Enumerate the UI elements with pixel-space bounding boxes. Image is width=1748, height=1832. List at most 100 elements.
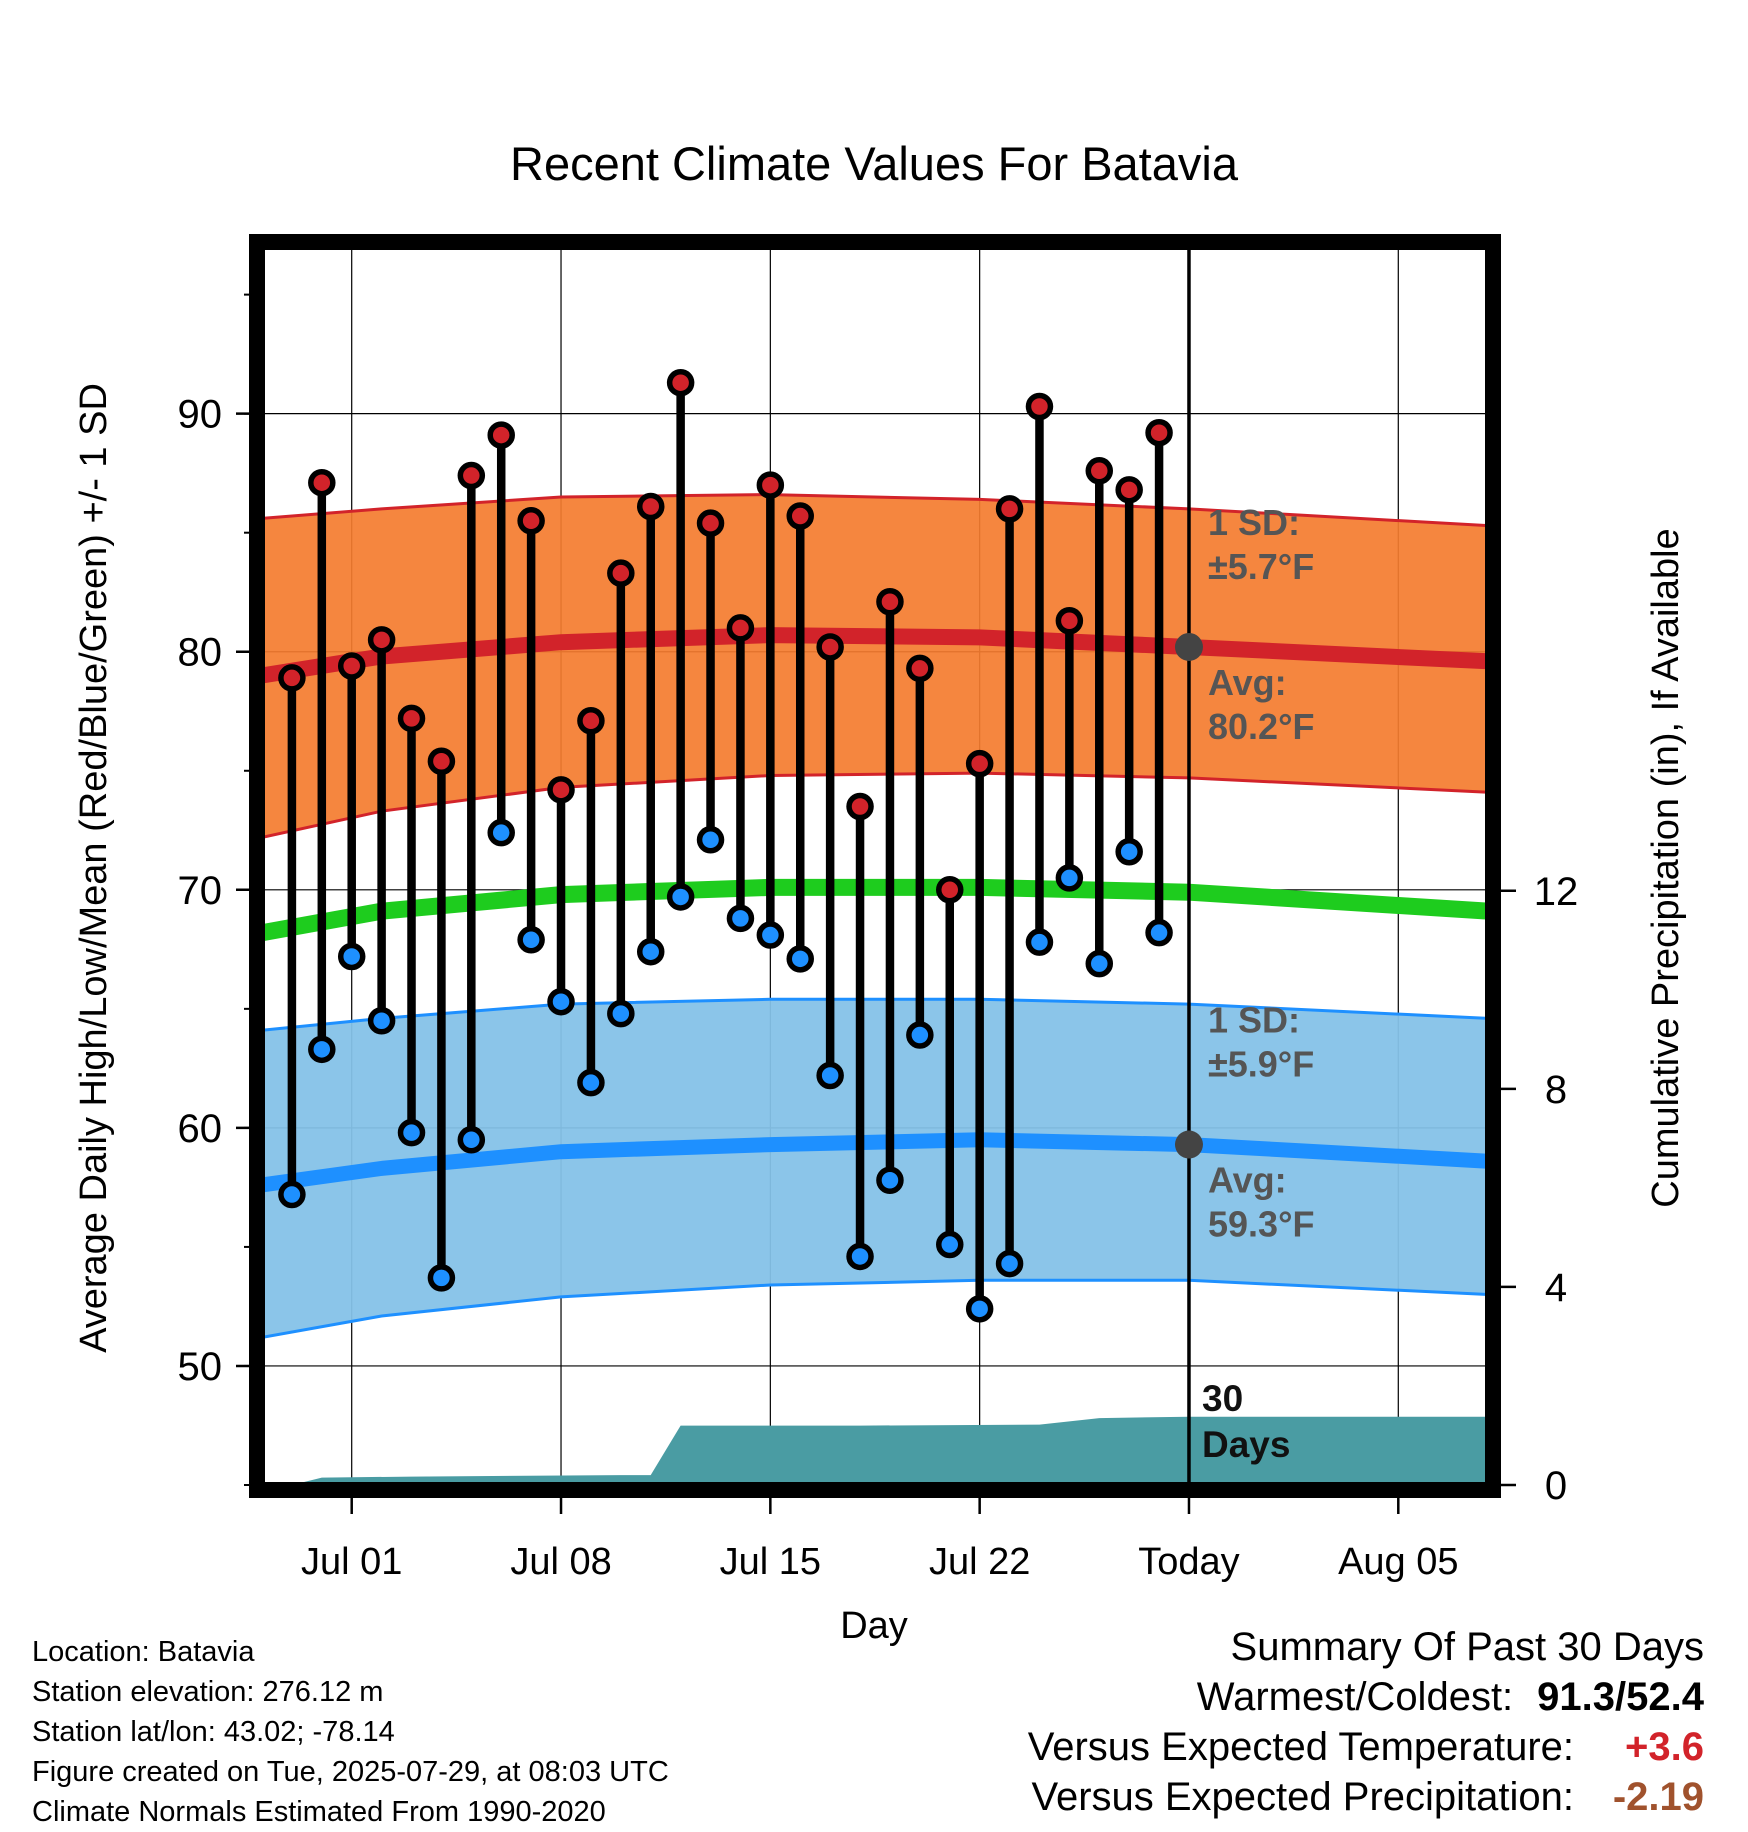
daily-high-point (816, 633, 844, 661)
precip-value: -2.19 (1612, 1775, 1704, 1819)
y-tick-label: 90 (178, 393, 223, 437)
daily-high-point (726, 614, 755, 642)
y2-tick-label: 12 (1534, 870, 1579, 914)
high-avg-annotation: Avg: (1208, 662, 1287, 703)
high-sd-annotation: 1 SD: (1208, 502, 1300, 543)
x-tick-label: Jul 08 (510, 1541, 611, 1583)
daily-high-point (1025, 392, 1054, 421)
low-sd-annotation: 1 SD: (1208, 1000, 1300, 1041)
temp-label: Versus Expected Temperature: (1027, 1725, 1574, 1769)
y-axis-label: Average Daily High/Low/Mean (Red/Blue/Gr… (73, 383, 115, 1353)
daily-low-point (965, 1295, 994, 1323)
daily-low-point (457, 1126, 486, 1154)
summary-panel: Summary Of Past 30 Days Warmest/Coldest:… (1028, 1622, 1704, 1822)
summary-title: Summary Of Past 30 Days (1230, 1625, 1704, 1669)
summary-temp-row: Versus Expected Temperature: +3.6 (1028, 1722, 1704, 1772)
daily-low-point (876, 1166, 904, 1195)
daily-low-point (517, 926, 545, 954)
daily-low-point (636, 937, 665, 966)
daily-high-point (517, 507, 545, 535)
daily-high-point (696, 509, 725, 537)
daily-high-point (427, 747, 456, 775)
y2-tick-label: 4 (1545, 1266, 1567, 1310)
days-annotation: Days (1202, 1424, 1290, 1465)
elevation-text: Station elevation: 276.12 m (32, 1676, 384, 1708)
x-tick-label: Jul 15 (720, 1541, 821, 1583)
y2-axis-label: Cumulative Precipitation (in), If Availa… (1645, 528, 1687, 1207)
daily-high-point (457, 461, 486, 490)
days-annotation: 30 (1202, 1378, 1243, 1419)
daily-low-point (308, 1035, 336, 1064)
daily-low-point (547, 987, 575, 1016)
daily-high-point (1085, 457, 1114, 485)
summary-precip-row: Versus Expected Precipitation: -2.19 (1028, 1772, 1704, 1822)
daily-low-point (1055, 864, 1084, 892)
daily-high-point (577, 707, 605, 735)
daily-high-point (936, 876, 964, 904)
high-sd-band (262, 494, 1488, 838)
daily-high-point (965, 749, 994, 778)
daily-high-point (278, 664, 306, 692)
daily-high-point (607, 559, 635, 587)
daily-low-point (397, 1118, 426, 1147)
low-avg-annotation: 59.3°F (1208, 1204, 1314, 1245)
daily-low-point (278, 1180, 306, 1209)
station-info: Location: Batavia Station elevation: 276… (32, 1632, 669, 1832)
daily-low-point (1025, 928, 1054, 956)
daily-high-point (337, 652, 366, 680)
precip-label: Versus Expected Precipitation: (1031, 1775, 1574, 1819)
daily-high-point (786, 502, 814, 530)
x-tick-label: Jul 01 (301, 1541, 402, 1583)
daily-low-point (846, 1242, 874, 1271)
precip-area (262, 1416, 1488, 1485)
daily-high-point (487, 421, 515, 449)
plot-frame (249, 234, 1501, 1498)
daily-high-point (1115, 476, 1143, 504)
y2-tick-label: 0 (1545, 1464, 1567, 1508)
low-sd-band (262, 999, 1488, 1338)
daily-high-point (308, 468, 336, 497)
daily-high-point (547, 776, 575, 804)
x-tick-label: Jul 22 (929, 1541, 1030, 1583)
plot-content (262, 247, 1488, 1485)
y-tick-label: 50 (178, 1345, 223, 1389)
daily-low-point (726, 904, 755, 933)
daily-low-point (696, 826, 725, 854)
daily-high-point (666, 368, 695, 397)
daily-high-point (397, 704, 426, 733)
daily-low-point (337, 942, 366, 971)
y2-tick-label: 8 (1545, 1068, 1567, 1112)
y-tick-label: 70 (178, 869, 223, 913)
mean-line (262, 878, 1488, 942)
x-tick-label: Today (1138, 1541, 1239, 1583)
daily-high-point (995, 495, 1024, 523)
daily-low-point (1145, 918, 1173, 947)
daily-low-point (816, 1061, 844, 1090)
low-sd-annotation: ±5.9°F (1208, 1044, 1314, 1085)
daily-low-point (666, 883, 695, 911)
daily-low-point (607, 999, 635, 1028)
daily-low-point (487, 818, 515, 847)
low-avg-annotation: Avg: (1208, 1160, 1287, 1201)
daily-high-point (756, 471, 785, 499)
daily-low-point (936, 1230, 964, 1259)
y-tick-label: 80 (178, 631, 223, 675)
daily-low-point (756, 921, 785, 949)
daily-low-point (577, 1068, 605, 1097)
y-tick-label: 60 (178, 1107, 223, 1151)
location-text: Location: Batavia (32, 1636, 255, 1668)
x-axis-label: Day (840, 1605, 908, 1647)
created-text: Figure created on Tue, 2025-07-29, at 08… (32, 1756, 669, 1788)
daily-high-point (1055, 607, 1084, 635)
daily-low-point (786, 945, 814, 973)
daily-high-point (636, 492, 665, 521)
latlon-text: Station lat/lon: 43.02; -78.14 (32, 1716, 395, 1748)
daily-low-point (906, 1021, 934, 1049)
temp-value: +3.6 (1625, 1725, 1704, 1769)
daily-high-point (876, 587, 904, 616)
daily-high-point (367, 626, 396, 654)
daily-low-point (427, 1264, 456, 1292)
daily-low-point (367, 1007, 396, 1035)
summary-warmest-row: Warmest/Coldest: 91.3/52.4 (1028, 1672, 1704, 1722)
